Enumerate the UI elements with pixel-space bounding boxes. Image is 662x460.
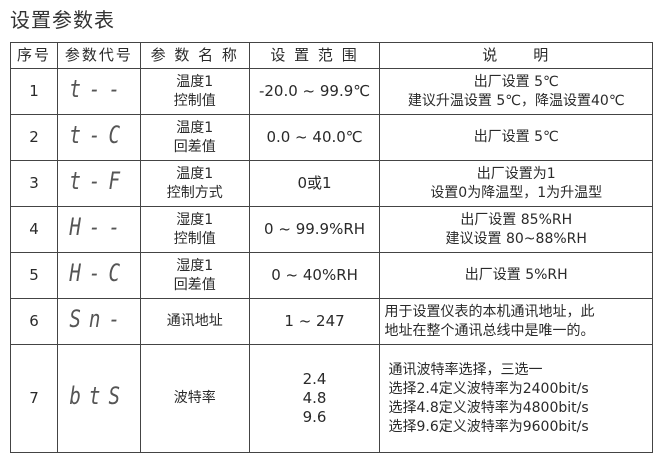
cell-name-text: 温度1 — [176, 73, 214, 90]
cell-code-text: t-- — [69, 75, 129, 103]
cell-code-text: btS — [69, 382, 129, 410]
cell-code-text: t-C — [69, 121, 129, 149]
cell-name-text: 控制值 — [173, 92, 216, 109]
cell-code: t-- — [56, 68, 141, 115]
cell-range: 0或1 — [248, 160, 381, 207]
cell-no: 3 — [10, 160, 58, 207]
cell-desc-text: 出厂设置 5℃ — [473, 73, 559, 90]
cell-code: H-C — [56, 252, 141, 299]
cell-name: 湿度1 控制值 — [139, 206, 250, 253]
header-desc: 说 明 — [379, 42, 653, 69]
cell-name-text: 回差值 — [173, 138, 216, 155]
table-header: 序号 参数代号 参 数 名 称 设 置 范 围 说 明 — [10, 42, 653, 69]
cell-desc-text: 设置0为降温型，1为升温型 — [430, 184, 603, 201]
cell-desc: 出厂设置 5%RH — [379, 252, 653, 299]
cell-name: 通讯地址 — [139, 298, 250, 345]
cell-desc-text: 出厂设置 5%RH — [464, 267, 568, 283]
header-range: 设 置 范 围 — [248, 42, 381, 69]
cell-desc-text: 地址在整个通讯总线中是唯一的。 — [384, 322, 595, 339]
cell-desc-text: 出厂设置 85%RH — [460, 211, 573, 228]
cell-name-text: 湿度1 — [176, 257, 214, 274]
cell-range-text: 0.0 ~ 40.0℃ — [266, 128, 363, 146]
cell-name-text: 控制值 — [173, 230, 216, 247]
cell-desc-text: 出厂设置为1 — [476, 165, 556, 182]
cell-desc: 出厂设置 5℃ 建议升温设置 5℃，降温设置40℃ — [379, 68, 653, 115]
cell-name-text: 湿度1 — [176, 211, 214, 228]
cell-code: t-C — [56, 114, 141, 161]
cell-name-text: 波特率 — [173, 390, 216, 406]
cell-code-text: H-- — [69, 213, 129, 241]
cell-range-text: 4.8 — [302, 389, 327, 407]
cell-name: 温度1 回差值 — [139, 114, 250, 161]
cell-desc: 用于设置仪表的本机通讯地址，此 地址在整个通讯总线中是唯一的。 — [379, 298, 653, 345]
cell-code-text: Sn- — [69, 305, 129, 333]
cell-no-text: 5 — [29, 266, 39, 284]
cell-code: Sn- — [56, 298, 141, 345]
cell-name-text: 控制方式 — [166, 184, 223, 201]
cell-name: 波特率 — [139, 344, 250, 453]
cell-range-text: 0 ~ 99.9%RH — [264, 220, 366, 238]
table-row: 5 H-C 湿度1 回差值 0 ~ 40%RH 出厂设置 5%RH — [10, 252, 653, 299]
cell-range: 2.4 4.8 9.6 — [248, 344, 381, 453]
cell-name: 温度1 控制值 — [139, 68, 250, 115]
cell-code: btS — [56, 344, 141, 453]
cell-desc-text: 选择2.4定义波特率为2400bit/s — [388, 380, 589, 397]
table-row: 7 btS 波特率 2.4 4.8 9.6 通讯波特率选择，三选一 选择2.4定义波特率为24… — [10, 344, 653, 453]
cell-range-text: 1 ~ 247 — [284, 312, 345, 330]
cell-code-text: H-C — [69, 259, 129, 287]
cell-range: 0.0 ~ 40.0℃ — [248, 114, 381, 161]
table-row: 3 t-F 温度1 控制方式 0或1 出厂设置为1 设置0为降温型，1为升温型 — [10, 160, 653, 207]
cell-desc-text: 选择9.6定义波特率为9600bit/s — [388, 418, 589, 435]
cell-no: 7 — [10, 344, 58, 453]
cell-name-text: 温度1 — [176, 119, 214, 136]
table-row: 4 H-- 湿度1 控制值 0 ~ 99.9%RH 出厂设置 85%RH 建议设置 80~8… — [10, 206, 653, 253]
cell-range-text: 2.4 — [302, 370, 327, 388]
cell-desc-text: 选择4.8定义波特率为4800bit/s — [388, 399, 589, 416]
table-row: 2 t-C 温度1 回差值 0.0 ~ 40.0℃ 出厂设置 5℃ — [10, 114, 653, 161]
cell-range-text: 9.6 — [302, 408, 327, 426]
cell-no-text: 7 — [29, 389, 39, 407]
cell-code: H-- — [56, 206, 141, 253]
cell-name-text: 通讯地址 — [166, 313, 223, 329]
cell-desc: 出厂设置 5℃ — [379, 114, 653, 161]
cell-range: -20.0 ~ 99.9℃ — [248, 68, 381, 115]
cell-no: 4 — [10, 206, 58, 253]
cell-range: 0 ~ 40%RH — [248, 252, 381, 299]
cell-no: 2 — [10, 114, 58, 161]
cell-no: 1 — [10, 68, 58, 115]
cell-range-text: 0 ~ 40%RH — [271, 266, 358, 284]
cell-no: 6 — [10, 298, 58, 345]
cell-no-text: 1 — [29, 82, 39, 100]
cell-code-text: t-F — [69, 167, 129, 195]
cell-range-text: -20.0 ~ 99.9℃ — [258, 82, 371, 100]
cell-range: 1 ~ 247 — [248, 298, 381, 345]
cell-desc-text: 通讯波特率选择，三选一 — [388, 361, 543, 378]
cell-code: t-F — [56, 160, 141, 207]
header-code: 参数代号 — [56, 42, 141, 69]
header-name: 参 数 名 称 — [139, 42, 250, 69]
cell-name: 湿度1 回差值 — [139, 252, 250, 299]
cell-name-text: 温度1 — [176, 165, 214, 182]
cell-range-text: 0或1 — [297, 174, 332, 192]
cell-desc-text: 出厂设置 5℃ — [473, 129, 559, 145]
header-no: 序号 — [10, 42, 58, 69]
cell-name: 温度1 控制方式 — [139, 160, 250, 207]
cell-desc: 出厂设置为1 设置0为降温型，1为升温型 — [379, 160, 653, 207]
cell-desc: 出厂设置 85%RH 建议设置 80~88%RH — [379, 206, 653, 253]
cell-desc-text: 建议设置 80~88%RH — [445, 230, 587, 247]
cell-desc-text: 用于设置仪表的本机通讯地址，此 — [384, 303, 595, 320]
cell-no-text: 4 — [29, 220, 39, 238]
cell-no-text: 2 — [29, 128, 39, 146]
parameter-table: 序号 参数代号 参 数 名 称 设 置 范 围 说 明 1 t-- 温度1 控制值 -2… — [10, 42, 653, 453]
cell-no-text: 3 — [29, 174, 39, 192]
cell-desc-text: 建议升温设置 5℃，降温设置40℃ — [407, 92, 625, 109]
table-row: 6 Sn- 通讯地址 1 ~ 247 用于设置仪表的本机通讯地址，此 地址在整个通讯总线中… — [10, 298, 653, 345]
cell-name-text: 回差值 — [173, 276, 216, 293]
cell-no: 5 — [10, 252, 58, 299]
table-row: 1 t-- 温度1 控制值 -20.0 ~ 99.9℃ 出厂设置 5℃ 建议升温设置 5℃，… — [10, 68, 653, 115]
page-title: 设置参数表 — [10, 8, 115, 32]
cell-range: 0 ~ 99.9%RH — [248, 206, 381, 253]
cell-no-text: 6 — [29, 312, 39, 330]
cell-desc: 通讯波特率选择，三选一选择2.4定义波特率为2400bit/s 选择4.8定义波特… — [379, 344, 653, 453]
